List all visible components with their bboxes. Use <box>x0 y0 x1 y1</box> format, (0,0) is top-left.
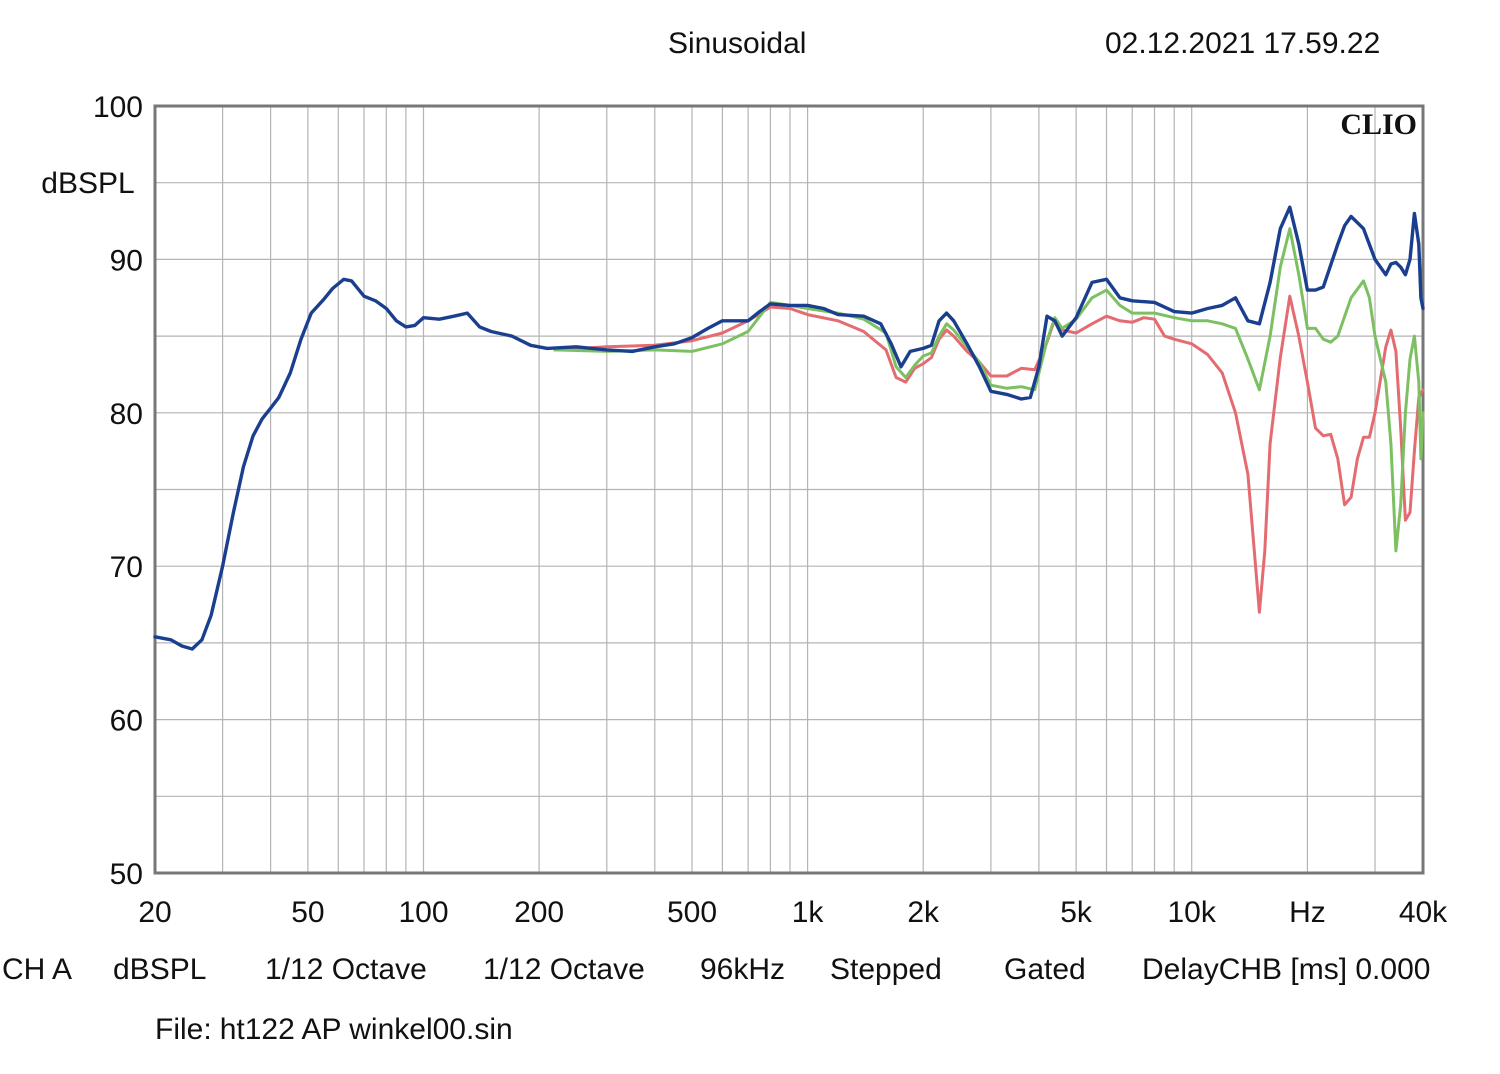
x-tick-label: 500 <box>667 896 717 929</box>
file-name: ht122 AP winkel00.sin <box>219 1013 513 1046</box>
file-label: File: <box>155 1013 212 1046</box>
y-tick-label: 80 <box>110 398 143 431</box>
setting-channel: CH A <box>2 953 73 986</box>
chart-grid <box>155 106 1423 873</box>
blue-response-curve <box>153 205 1425 651</box>
y-tick-label: 50 <box>110 858 143 891</box>
measurement-settings: CH A dBSPL 1/12 Octave 1/12 Octave 96kHz… <box>0 953 1500 993</box>
x-tick-label: 100 <box>398 896 448 929</box>
red-response-curve <box>553 294 1425 614</box>
green-response-curve <box>553 227 1425 553</box>
clio-logo: CLIO <box>1340 108 1417 141</box>
plot-border <box>153 104 1425 875</box>
x-tick-label: 20 <box>138 896 171 929</box>
x-tick-label: 10k <box>1168 896 1217 929</box>
x-tick-label: 1k <box>792 896 825 929</box>
x-tick-label: 200 <box>514 896 564 929</box>
plot-frame <box>153 104 1425 875</box>
x-tick-label: 40k <box>1399 896 1448 929</box>
chart-title: Sinusoidal <box>668 27 807 60</box>
timestamp: 02.12.2021 17.59.22 <box>1105 27 1381 60</box>
y-axis-label: dBSPL <box>41 167 134 200</box>
setting-sweep-mode: Stepped <box>830 953 942 986</box>
setting-resolution: 1/12 Octave <box>483 953 645 986</box>
x-tick-label: Hz <box>1289 896 1326 929</box>
setting-unit: dBSPL <box>113 953 207 986</box>
file-info: File: ht122 AP winkel00.sin <box>155 1013 513 1047</box>
setting-delay: DelayCHB [ms] 0.000 <box>1142 953 1431 986</box>
y-axis-tick-labels: 50 60 70 80 90 100 <box>93 91 143 891</box>
setting-smoothing: 1/12 Octave <box>265 953 427 986</box>
y-tick-label: 70 <box>110 551 143 584</box>
chart-curves <box>153 205 1425 651</box>
setting-sample-rate: 96kHz <box>700 953 786 986</box>
y-tick-label: 60 <box>110 705 143 738</box>
x-tick-label: 50 <box>291 896 324 929</box>
y-tick-label: 90 <box>110 244 143 277</box>
x-tick-label: 2k <box>907 896 940 929</box>
x-axis-tick-labels: 20 50 100 200 500 1k 2k 5k 10k Hz 40k <box>138 896 1448 929</box>
x-tick-label: 5k <box>1060 896 1093 929</box>
setting-window: Gated <box>1004 953 1086 986</box>
y-tick-label: 100 <box>93 91 143 124</box>
